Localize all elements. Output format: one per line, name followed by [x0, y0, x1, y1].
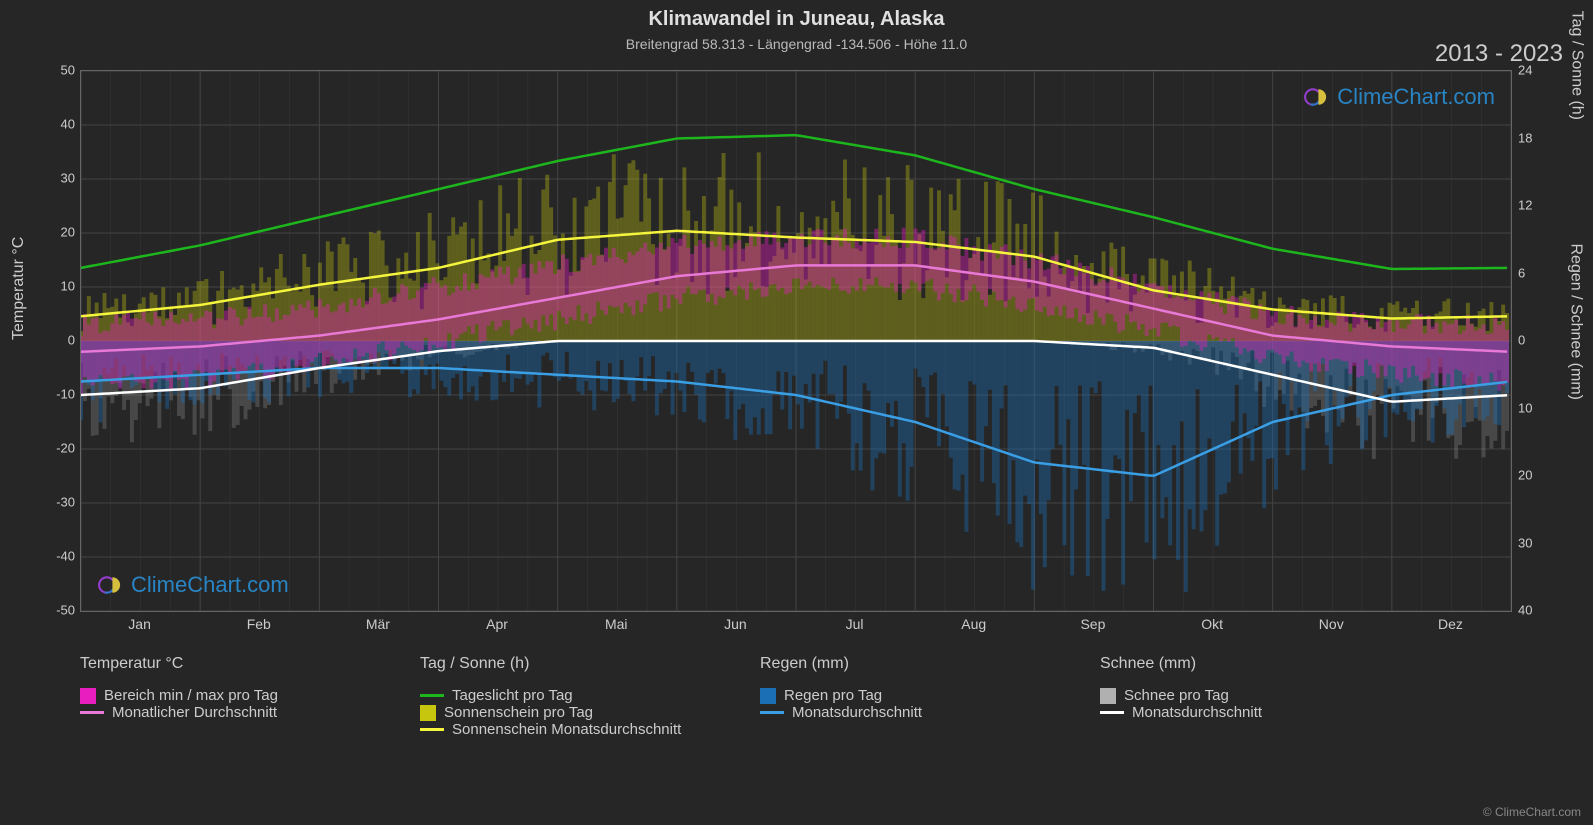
legend-label: Tageslicht pro Tag [452, 687, 573, 704]
legend-label: Monatlicher Durchschnitt [112, 704, 277, 721]
legend-item: Monatsdurchschnitt [1100, 704, 1380, 721]
logo-icon [1303, 83, 1331, 111]
ytick-left: -20 [56, 441, 75, 456]
legend-label: Sonnenschein pro Tag [444, 704, 593, 721]
xtick-month: Nov [1319, 616, 1344, 632]
chart-container: Klimawandel in Juneau, Alaska Breitengra… [0, 0, 1593, 825]
ytick-left: 40 [61, 117, 75, 132]
legend-item: Sonnenschein Monatsdurchschnitt [420, 721, 700, 738]
legend-item: Schnee pro Tag [1100, 687, 1380, 704]
legend-item: Tageslicht pro Tag [420, 687, 700, 704]
xtick-month: Jan [128, 616, 151, 632]
legend-heading: Regen (mm) [760, 655, 1040, 673]
ytick-left: -30 [56, 495, 75, 510]
ytick-left: 20 [61, 225, 75, 240]
ytick-right: 0 [1518, 333, 1525, 348]
legend-label: Schnee pro Tag [1124, 687, 1229, 704]
legend-swatch [760, 711, 784, 714]
left-axis-label: Temperatur °C [10, 237, 28, 340]
ytick-right: 24 [1518, 63, 1532, 78]
ytick-left: 30 [61, 171, 75, 186]
ytick-right: 40 [1518, 603, 1532, 618]
legend-swatch [80, 688, 96, 704]
legend-col-rain: Regen (mm) Regen pro TagMonatsdurchschni… [760, 655, 1040, 738]
year-range: 2013 - 2023 [1435, 40, 1563, 68]
ytick-left: 0 [68, 333, 75, 348]
legend-item: Bereich min / max pro Tag [80, 687, 360, 704]
legend-heading: Temperatur °C [80, 655, 360, 673]
legend-label: Regen pro Tag [784, 687, 882, 704]
ytick-left: -10 [56, 387, 75, 402]
ytick-right: 6 [1518, 265, 1525, 280]
legend-label: Monatsdurchschnitt [1132, 704, 1262, 721]
legend-label: Monatsdurchschnitt [792, 704, 922, 721]
xtick-month: Feb [247, 616, 271, 632]
legend-swatch [80, 711, 104, 714]
xtick-month: Aug [961, 616, 986, 632]
ytick-right: 10 [1518, 400, 1532, 415]
watermark-top: ClimeChart.com [1303, 83, 1495, 111]
ytick-right: 18 [1518, 130, 1532, 145]
ytick-left: -40 [56, 549, 75, 564]
ytick-right: 30 [1518, 535, 1532, 550]
xtick-month: Mär [366, 616, 390, 632]
xtick-month: Apr [486, 616, 508, 632]
copyright: © ClimeChart.com [1483, 805, 1581, 819]
xtick-month: Jul [846, 616, 864, 632]
plot-svg [81, 71, 1511, 611]
ytick-left: 50 [61, 63, 75, 78]
legend-item: Monatlicher Durchschnitt [80, 704, 360, 721]
legend-item: Regen pro Tag [760, 687, 1040, 704]
legend-heading: Schnee (mm) [1100, 655, 1380, 673]
legend-col-snow: Schnee (mm) Schnee pro TagMonatsdurchsch… [1100, 655, 1380, 738]
legend-swatch [420, 694, 444, 697]
legend-heading: Tag / Sonne (h) [420, 655, 700, 673]
legend-swatch [420, 705, 436, 721]
right-axis-label-bottom: Regen / Schnee (mm) [1567, 243, 1585, 400]
legend-swatch [1100, 711, 1124, 714]
legend-col-sun: Tag / Sonne (h) Tageslicht pro TagSonnen… [420, 655, 700, 738]
right-axis-label-top: Tag / Sonne (h) [1567, 11, 1585, 120]
legend-label: Bereich min / max pro Tag [104, 687, 278, 704]
watermark-bottom: ClimeChart.com [97, 571, 289, 599]
watermark-text: ClimeChart.com [131, 572, 289, 598]
plot-area: ClimeChart.com ClimeChart.com [80, 70, 1512, 612]
xtick-month: Dez [1438, 616, 1463, 632]
legend-swatch [420, 728, 444, 731]
xtick-month: Jun [724, 616, 747, 632]
ytick-right: 12 [1518, 198, 1532, 213]
legend-label: Sonnenschein Monatsdurchschnitt [452, 721, 681, 738]
xtick-month: Mai [605, 616, 628, 632]
chart-subtitle: Breitengrad 58.313 - Längengrad -134.506… [0, 36, 1593, 52]
ytick-left: 10 [61, 279, 75, 294]
chart-title: Klimawandel in Juneau, Alaska [0, 8, 1593, 31]
watermark-text: ClimeChart.com [1337, 84, 1495, 110]
legend-item: Monatsdurchschnitt [760, 704, 1040, 721]
xtick-month: Sep [1080, 616, 1105, 632]
legend-swatch [760, 688, 776, 704]
ytick-right: 20 [1518, 468, 1532, 483]
logo-icon [97, 571, 125, 599]
legend-col-temperature: Temperatur °C Bereich min / max pro TagM… [80, 655, 360, 738]
xtick-month: Okt [1201, 616, 1223, 632]
legend-area: Temperatur °C Bereich min / max pro TagM… [80, 655, 1510, 738]
ytick-left: -50 [56, 603, 75, 618]
legend-swatch [1100, 688, 1116, 704]
legend-item: Sonnenschein pro Tag [420, 704, 700, 721]
